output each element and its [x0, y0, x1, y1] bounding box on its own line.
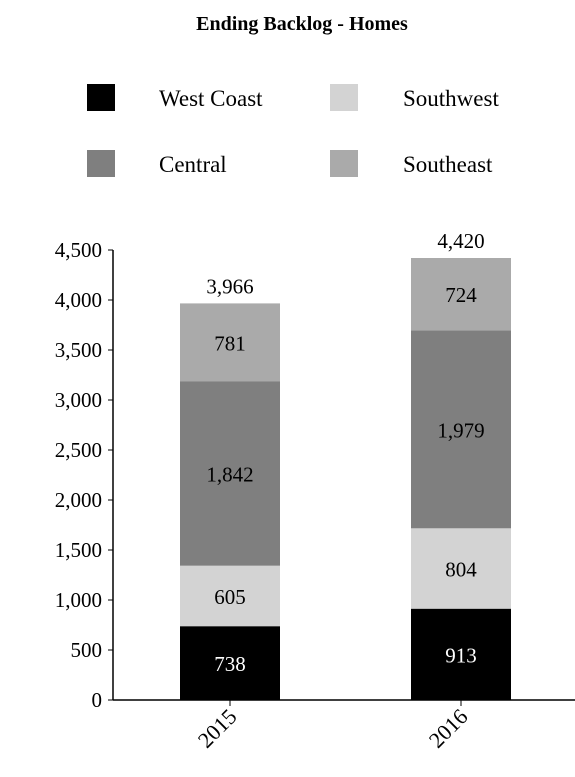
- data-label-southwest: 804: [445, 558, 477, 582]
- y-tick-label: 4,500: [55, 238, 102, 262]
- data-label-southeast: 724: [445, 283, 477, 307]
- y-tick-label: 3,500: [55, 338, 102, 362]
- y-tick-label: 3,000: [55, 388, 102, 412]
- y-tick-label: 4,000: [55, 288, 102, 312]
- bar-segment-west-coast: [180, 626, 280, 700]
- y-tick-label: 2,000: [55, 488, 102, 512]
- total-label: 3,966: [206, 274, 253, 298]
- y-tick-label: 1,000: [55, 588, 102, 612]
- data-label-central: 1,842: [206, 463, 253, 487]
- y-tick-label: 0: [92, 688, 103, 712]
- bar-segment-west-coast: [411, 608, 511, 700]
- bar-segment-southwest: [411, 528, 511, 609]
- y-tick-label: 2,500: [55, 438, 102, 462]
- data-label-southeast: 781: [214, 331, 246, 355]
- bar-segment-southeast: [180, 303, 280, 382]
- legend-swatch-central: [87, 150, 115, 177]
- y-tick-label: 500: [71, 638, 103, 662]
- legend-label-southwest: Southwest: [403, 86, 499, 111]
- data-label-west-coast: 913: [445, 643, 477, 667]
- legend-swatch-southwest: [330, 84, 358, 111]
- axes: 0 500 1,000 1,500 2,000 2,500 3,000 3,500 4,000 4…: [55, 238, 575, 753]
- x-category-label: 2016: [424, 704, 473, 753]
- bar-segment-southeast: [411, 258, 511, 331]
- chart-title: Ending Backlog - Homes: [196, 13, 408, 35]
- data-label-central: 1,979: [437, 418, 484, 442]
- legend-swatch-southeast: [330, 150, 358, 177]
- bars: 738 605 1,842 781 3,966 913 804 1,979 724 4,420: [180, 229, 511, 700]
- total-label: 4,420: [437, 229, 484, 253]
- data-label-west-coast: 738: [214, 652, 246, 676]
- data-label-southwest: 605: [214, 585, 246, 609]
- y-tick-label: 1,500: [55, 538, 102, 562]
- legend-label-west-coast: West Coast: [159, 86, 263, 111]
- legend-swatch-west-coast: [87, 84, 115, 111]
- bar-segment-central: [180, 381, 280, 566]
- legend: West Coast Southwest Central Southeast: [87, 84, 499, 177]
- bar-segment-central: [411, 330, 511, 529]
- x-category-label: 2015: [193, 704, 242, 753]
- bar-segment-southwest: [180, 565, 280, 627]
- legend-label-central: Central: [159, 152, 227, 177]
- legend-label-southeast: Southeast: [403, 152, 493, 177]
